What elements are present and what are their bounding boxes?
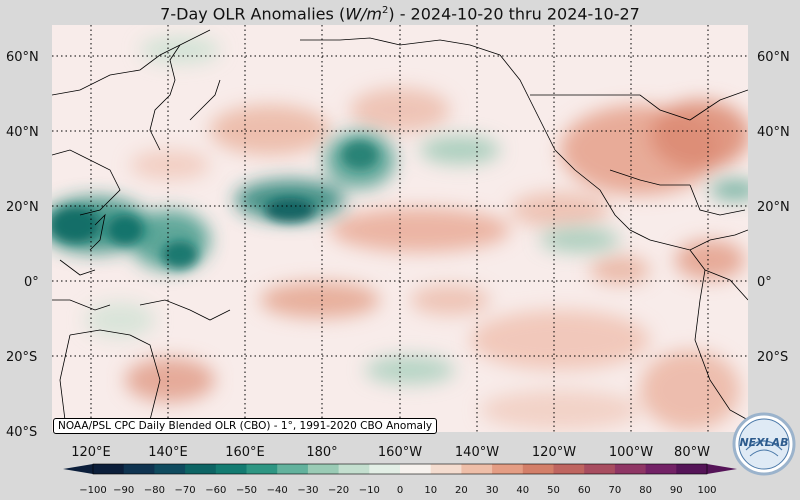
lat-label-40n-right: 40°N [757,125,790,140]
colorbar-tick-label: −100 [79,485,106,496]
colorbar-segment [522,464,554,474]
colorbar-segment [338,464,370,474]
anomaly-field [52,25,748,432]
title-prefix: 7-Day OLR Anomalies ( [160,4,346,24]
colorbar-segment [645,464,677,474]
lat-labels-right: 60°N 40°N 20°N 0° 20°S [757,50,790,365]
colorbar-segment [307,464,340,474]
colorbar-tick-label: 20 [455,485,468,496]
lat-label-60n: 60°N [6,50,39,65]
colorbar [63,463,737,475]
colorbar-tick-label: −20 [328,485,349,496]
colorbar-segment [277,464,309,474]
lat-label-40s: 40°S [6,425,37,440]
colorbar-segment [154,464,186,474]
colorbar-segment [93,464,125,474]
colorbar-tick-label: 70 [609,485,622,496]
graticule [52,25,748,432]
colorbar-tick-label: 10 [424,485,437,496]
lat-label-20s-right: 20°S [757,350,788,365]
title-unit: W/m [345,4,382,24]
lon-label-160w: 160°W [378,445,422,460]
colorbar-tick-label: −10 [359,485,380,496]
colorbar-segment [123,464,155,474]
colorbar-tick-label: −60 [205,485,226,496]
colorbar-segment [584,464,616,474]
colorbar-segment [553,464,585,474]
lat-labels-left: 60°N 40°N 20°N 0° 20°S 40°S [6,50,39,440]
strong-negative-cores [52,141,378,269]
colorbar-segment [614,464,647,474]
colorbar-segment [215,464,247,474]
lat-label-20n: 20°N [6,200,39,215]
lon-label-180: 180° [306,445,337,460]
lon-label-160e: 160°E [225,445,265,460]
colorbar-tick-labels: −100 −90 −80 −70 −60 −50 −40 −30 −20 −10 0 10 20 30 40… [79,485,716,496]
colorbar-tick-label: 60 [578,485,591,496]
lon-label-80w: 80°W [674,445,710,460]
lon-labels: 120°E 140°E 160°E 180° 160°W 140°W 120°W… [71,445,710,460]
lat-label-0: 0° [24,275,39,290]
lat-label-20n-right: 20°N [757,200,790,215]
lon-label-140w: 140°W [455,445,499,460]
data-source-credit: NOAA/PSL CPC Daily Blended OLR (CBO) - 1… [53,418,438,434]
colorbar-tick-label: −90 [113,485,134,496]
lat-label-60n-right: 60°N [757,50,790,65]
lon-label-120w: 120°W [532,445,576,460]
colorbar-segment [400,464,432,474]
colorbar-tick-label: 80 [639,485,652,496]
colorbar-tick-label: 40 [516,485,529,496]
colorbar-tick-label: 0 [397,485,403,496]
logo-text: NEXLAB [739,436,788,449]
title-unit-exponent: 2 [381,5,389,16]
colorbar-segment [461,464,493,474]
lat-label-0-right: 0° [757,275,772,290]
colorbar-tick-label: 90 [670,485,683,496]
colorbar-tick-label: 30 [486,485,499,496]
colorbar-segment [430,464,462,474]
lon-label-140e: 140°E [148,445,188,460]
map-title: 7-Day OLR Anomalies (W/m2) - 2024-10-20 … [0,0,800,24]
lon-label-100w: 100°W [609,445,653,460]
lat-label-40n: 40°N [6,125,39,140]
title-suffix: ) - 2024-10-20 thru 2024-10-27 [388,4,640,24]
colorbar-segment [676,464,708,474]
colorbar-arrow-high [707,464,737,474]
colorbar-arrow-low [63,464,93,474]
nexlab-logo-icon[interactable]: NEXLAB [732,412,796,476]
colorbar-segment [492,464,524,474]
colorbar-outline [92,463,708,475]
colorbar-tick-label: −50 [236,485,257,496]
lat-label-20s: 20°S [6,350,37,365]
positive-anomaly-regions [125,88,748,430]
colorbar-segment [185,464,217,474]
colorbar-tick-label: −70 [175,485,196,496]
lon-label-120e: 120°E [71,445,111,460]
colorbar-tick-label: −30 [297,485,318,496]
colorbar-tick-label: −40 [267,485,288,496]
colorbar-tick-label: 100 [697,485,716,496]
colorbar-tick-label: 50 [547,485,560,496]
colorbar-segment [246,464,278,474]
colorbar-tick-label: −80 [144,485,165,496]
colorbar-segment [369,464,401,474]
